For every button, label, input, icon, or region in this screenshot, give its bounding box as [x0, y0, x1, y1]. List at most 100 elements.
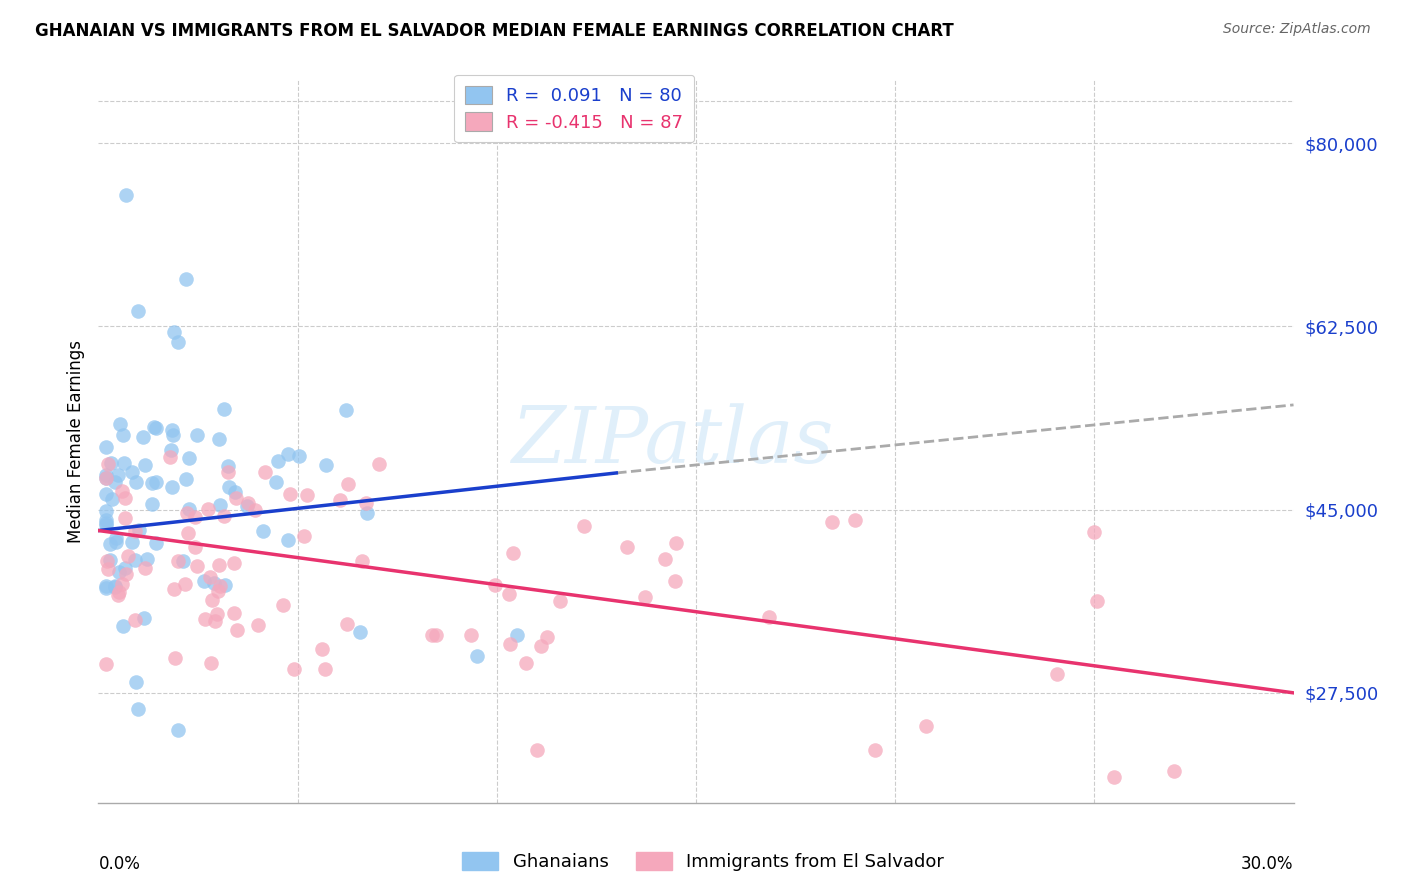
- Point: [218, 480, 240, 494]
- Point: [1085, 593, 1108, 607]
- Point: [1104, 770, 1126, 784]
- Point: [167, 334, 190, 349]
- Point: [425, 627, 447, 641]
- Point: [143, 420, 166, 434]
- Point: [174, 471, 197, 485]
- Point: [200, 593, 222, 607]
- Point: [225, 624, 247, 638]
- Point: [160, 442, 183, 457]
- Point: [329, 492, 352, 507]
- Point: [104, 532, 127, 546]
- Point: [1163, 764, 1185, 779]
- Point: [186, 428, 208, 442]
- Point: [167, 723, 190, 737]
- Point: [96, 554, 118, 568]
- Point: [96, 471, 118, 485]
- Point: [502, 546, 524, 560]
- Point: [132, 430, 155, 444]
- Point: [212, 402, 235, 417]
- Point: [654, 551, 676, 566]
- Point: [112, 619, 135, 633]
- Point: [141, 497, 163, 511]
- Point: [209, 579, 232, 593]
- Point: [292, 529, 315, 543]
- Point: [460, 627, 482, 641]
- Point: [105, 534, 128, 549]
- Point: [96, 487, 118, 501]
- Point: [200, 570, 222, 584]
- Point: [115, 566, 138, 581]
- Point: [526, 743, 548, 757]
- Point: [335, 402, 357, 417]
- Point: [96, 513, 118, 527]
- Point: [283, 662, 305, 676]
- Point: [243, 503, 266, 517]
- Point: [498, 586, 520, 600]
- Point: [200, 656, 222, 670]
- Y-axis label: Median Female Earnings: Median Female Earnings: [66, 340, 84, 543]
- Legend: Ghanaians, Immigrants from El Salvador: Ghanaians, Immigrants from El Salvador: [454, 845, 952, 879]
- Text: Source: ZipAtlas.com: Source: ZipAtlas.com: [1223, 22, 1371, 37]
- Point: [124, 524, 146, 538]
- Point: [100, 456, 122, 470]
- Point: [110, 417, 132, 432]
- Point: [356, 506, 378, 520]
- Text: 30.0%: 30.0%: [1241, 855, 1294, 873]
- Point: [530, 639, 553, 653]
- Point: [212, 508, 235, 523]
- Point: [96, 516, 118, 531]
- Point: [124, 613, 146, 627]
- Point: [107, 588, 129, 602]
- Point: [499, 637, 522, 651]
- Point: [311, 641, 333, 656]
- Point: [127, 303, 149, 318]
- Point: [121, 465, 143, 479]
- Point: [247, 618, 270, 632]
- Point: [314, 662, 336, 676]
- Point: [121, 535, 143, 549]
- Point: [172, 554, 194, 568]
- Point: [160, 423, 183, 437]
- Point: [104, 475, 127, 489]
- Point: [264, 475, 287, 489]
- Point: [97, 457, 120, 471]
- Point: [160, 479, 183, 493]
- Point: [145, 475, 167, 489]
- Point: [96, 504, 118, 518]
- Point: [548, 594, 571, 608]
- Text: GHANAIAN VS IMMIGRANTS FROM EL SALVADOR MEDIAN FEMALE EARNINGS CORRELATION CHART: GHANAIAN VS IMMIGRANTS FROM EL SALVADOR …: [35, 22, 953, 40]
- Point: [145, 536, 167, 550]
- Point: [349, 625, 371, 640]
- Point: [208, 499, 231, 513]
- Point: [208, 558, 231, 573]
- Point: [574, 519, 596, 533]
- Point: [821, 515, 844, 529]
- Point: [288, 449, 311, 463]
- Point: [205, 607, 228, 622]
- Text: ZIPatlas: ZIPatlas: [510, 403, 834, 480]
- Point: [174, 272, 197, 286]
- Point: [98, 537, 121, 551]
- Point: [295, 488, 318, 502]
- Point: [277, 533, 299, 548]
- Point: [111, 483, 134, 498]
- Point: [515, 656, 537, 670]
- Point: [134, 458, 156, 473]
- Point: [163, 650, 186, 665]
- Point: [224, 484, 246, 499]
- Point: [217, 458, 239, 473]
- Point: [134, 561, 156, 575]
- Point: [96, 440, 118, 454]
- Point: [162, 428, 184, 442]
- Point: [163, 325, 186, 339]
- Point: [420, 628, 443, 642]
- Point: [465, 649, 488, 664]
- Point: [136, 552, 159, 566]
- Point: [914, 719, 936, 733]
- Point: [197, 502, 219, 516]
- Point: [125, 674, 148, 689]
- Point: [1083, 524, 1105, 539]
- Point: [124, 553, 146, 567]
- Point: [194, 612, 217, 626]
- Point: [222, 557, 245, 571]
